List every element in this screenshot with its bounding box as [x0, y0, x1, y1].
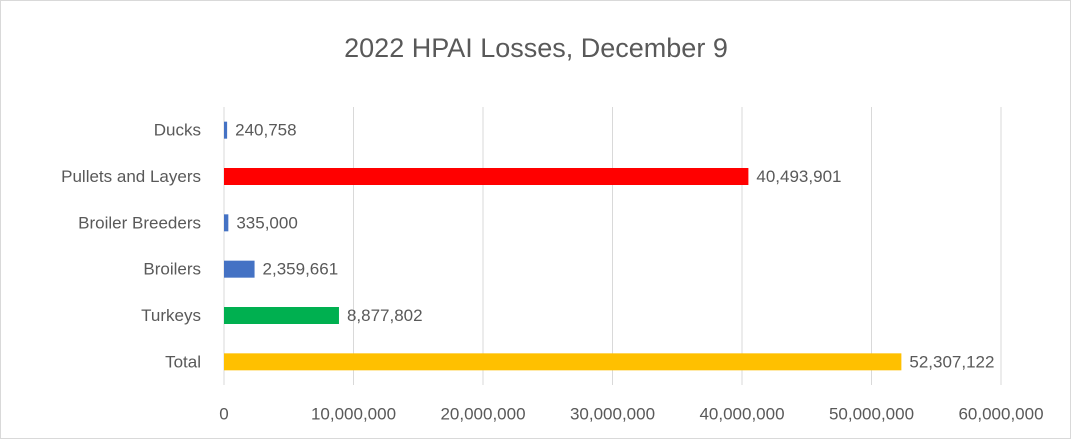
y-tick-label: Total	[165, 352, 201, 371]
x-tick-label: 50,000,000	[829, 404, 914, 423]
value-label: 240,758	[235, 121, 296, 140]
y-tick-label: Ducks	[154, 121, 201, 140]
y-tick-label: Broiler Breeders	[78, 213, 201, 232]
value-label: 8,877,802	[347, 306, 423, 325]
chart-title: 2022 HPAI Losses, December 9	[344, 33, 728, 63]
x-tick-label: 0	[219, 404, 228, 423]
x-tick-label: 10,000,000	[311, 404, 396, 423]
x-tick-label: 60,000,000	[958, 404, 1043, 423]
bar	[224, 214, 229, 232]
bar	[224, 168, 749, 185]
bar	[224, 121, 228, 139]
bar	[224, 307, 339, 324]
value-label: 2,359,661	[263, 260, 339, 279]
value-label: 40,493,901	[756, 167, 841, 186]
y-tick-label: Pullets and Layers	[61, 167, 201, 186]
value-label: 335,000	[236, 213, 297, 232]
bar	[224, 353, 902, 371]
value-label: 52,307,122	[909, 352, 994, 371]
bar	[224, 260, 255, 278]
y-tick-label: Turkeys	[141, 306, 201, 325]
x-tick-label: 40,000,000	[699, 404, 784, 423]
x-tick-label: 30,000,000	[570, 404, 655, 423]
y-tick-label: Broilers	[143, 260, 201, 279]
x-tick-label: 20,000,000	[440, 404, 525, 423]
